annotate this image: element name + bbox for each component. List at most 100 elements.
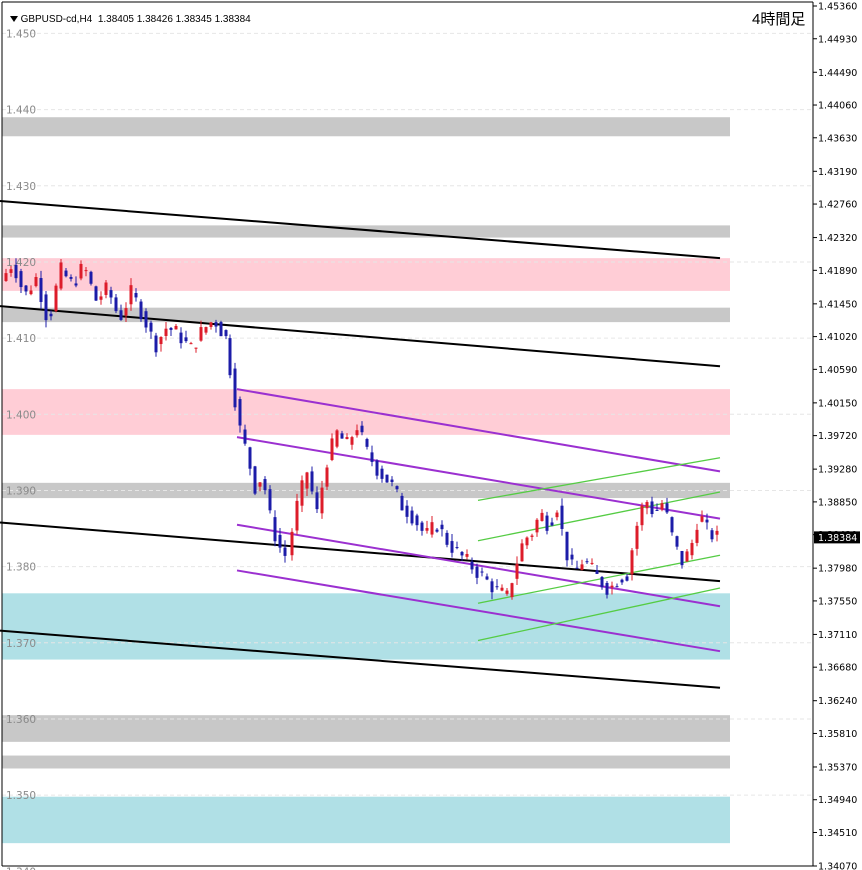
inner-price-label: 1.400 [6,409,36,421]
axis-tick-label: 1.45360 [818,2,857,13]
inner-price-label: 1.360 [6,714,36,726]
axis-tick-label: 1.34940 [818,795,857,806]
purple-channel-line-5 [236,436,721,520]
inner-price-label: 1.420 [6,257,36,269]
candle-body [700,516,704,522]
candle-body [355,430,359,436]
candle-body [149,322,153,332]
candle-body [283,547,287,556]
candle-body [209,322,213,327]
candle-body [460,551,464,556]
support-zone-9 [2,796,730,844]
candle-body [710,530,714,540]
candle-body [485,576,489,580]
candle-body [545,515,549,531]
candle-body [204,327,208,333]
candle-body [84,270,88,272]
candle-body [94,286,98,301]
inner-price-labels: 1.450 1.440 1.430 1.420 1.410 1.400 1.390 1.380… [6,28,36,870]
candle-body [580,564,584,570]
candle-body [54,285,58,312]
dropdown-triangle-icon[interactable] [9,16,18,23]
axis-tick-label: 1.44060 [818,101,857,112]
candle-body [430,522,434,535]
candle-body [680,550,684,566]
candle-body [570,554,574,560]
candle-body [345,437,349,440]
axis-tick-label: 1.41890 [818,266,857,277]
axis-tick-label: 1.35370 [818,762,857,773]
inner-price-label: 1.390 [6,485,36,497]
candle-body [310,471,314,492]
candle-body [565,531,569,561]
candle-body [49,313,53,317]
candle-body [139,301,143,320]
candle-body [330,438,334,460]
axis-tick-label: 1.44490 [818,68,857,79]
candle-body [520,543,524,562]
candle-body [400,495,404,511]
candle-body [510,583,514,598]
candle-body [470,561,474,570]
candle-body [385,474,389,483]
axis-tick-label: 1.40150 [818,398,857,409]
black-channel-line-2 [0,521,721,583]
candle-body [495,586,499,588]
purple-channel-line-6 [236,523,721,608]
candle-body [315,492,319,510]
candle-body [24,285,28,292]
trendlines-layer [0,200,721,689]
timeframe-label: 4時間足 [752,11,806,28]
candle-body [370,452,374,462]
candle-body [445,532,449,545]
candle-body [233,368,237,408]
candle-body [665,503,669,513]
candle-body [129,285,133,305]
axis-tick-label: 1.42760 [818,200,857,211]
candles-layer [4,258,719,600]
candle-body [243,429,247,444]
purple-channel-line-4 [236,388,721,473]
candle-body [29,290,33,295]
candle-body [199,327,203,341]
candle-body [535,519,539,533]
candle-body [74,283,78,286]
axis-tick-label: 1.37110 [818,630,857,641]
candle-body [258,482,262,487]
inner-price-label: 1.440 [6,105,36,117]
zones-layer [2,117,730,844]
candle-body [238,399,242,426]
candle-body [465,554,469,557]
axis-tick-label: 1.41450 [818,299,857,310]
candle-body [104,282,108,295]
candle-body [154,335,158,353]
candle-body [650,501,654,515]
candle-body [605,582,609,595]
candle-body [610,585,614,588]
candle-body [530,535,534,537]
candle-body [360,425,364,433]
candle-body [715,530,719,535]
candle-body [505,590,509,594]
resistance-zone-1 [2,225,730,238]
candle-body [625,576,629,581]
candle-body [44,294,48,321]
green-channel-line-9 [477,491,721,542]
support-zone-7 [2,715,730,742]
candle-body [89,271,93,284]
candle-body [174,325,178,330]
inner-price-label: 1.340 [6,866,36,870]
candle-body [320,487,324,514]
support-zone-8 [2,755,730,769]
candle-body [405,505,409,517]
axis-tick-label: 1.43190 [818,167,857,178]
candle-body [395,486,399,490]
candle-body [179,332,183,344]
candle-body [273,517,277,542]
candle-body [550,522,554,526]
chart-header: GBPUSD-cd,H4 1.38405 1.38426 1.38345 1.3… [4,3,251,25]
axis-tick-label: 1.38850 [818,497,857,508]
candle-body [9,269,13,273]
candle-body [375,460,379,476]
